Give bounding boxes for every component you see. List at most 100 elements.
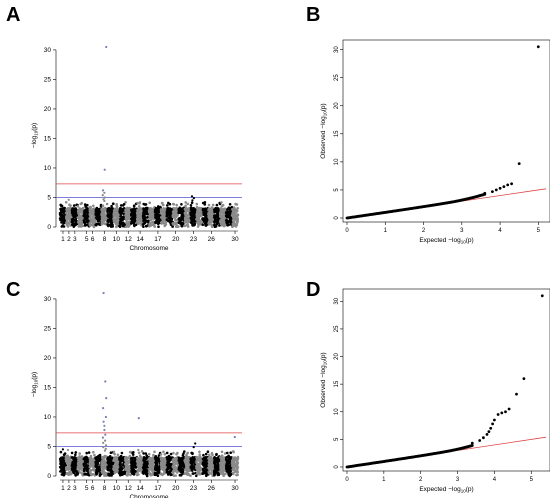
- peak-point: [104, 415, 107, 419]
- manhattan-point: [122, 202, 126, 206]
- manhattan-point: [229, 451, 232, 454]
- manhattan-point: [120, 451, 124, 455]
- manhattan-point: [222, 458, 226, 462]
- manhattan-point: [180, 218, 183, 221]
- manhattan-point: [210, 223, 213, 226]
- manhattan-point: [235, 470, 239, 473]
- manhattan-point: [183, 459, 186, 462]
- manhattan-point: [155, 219, 158, 222]
- x-tick-label: 14: [136, 485, 144, 492]
- manhattan-point: [190, 210, 193, 214]
- peak-point: [103, 428, 106, 432]
- manhattan-point: [197, 219, 201, 222]
- manhattan-point: [171, 223, 175, 226]
- manhattan-point: [131, 456, 135, 459]
- manhattan-point: [231, 214, 235, 218]
- manhattan-point: [101, 207, 105, 210]
- manhattan-point: [67, 461, 70, 464]
- manhattan-point: [91, 215, 95, 218]
- manhattan-point: [142, 225, 145, 228]
- peak-point: [137, 448, 140, 452]
- manhattan-point: [229, 467, 232, 470]
- manhattan-point: [174, 210, 178, 213]
- manhattan-point: [185, 466, 188, 470]
- manhattan-point: [232, 472, 235, 476]
- manhattan-point: [74, 473, 77, 477]
- manhattan-point: [187, 207, 190, 210]
- manhattan-point: [78, 218, 81, 221]
- peak-point: [61, 448, 64, 451]
- manhattan-point: [132, 219, 136, 222]
- manhattan-point: [85, 466, 89, 469]
- manhattan-point: [66, 221, 70, 225]
- x-tick-label: 3: [73, 485, 77, 492]
- y-tick-label: 30: [334, 46, 340, 53]
- manhattan-point: [231, 464, 234, 468]
- qq-tail-point: [491, 422, 494, 426]
- x-tick-label: 3: [456, 477, 460, 483]
- peak-point: [192, 197, 195, 200]
- manhattan-point: [142, 219, 145, 223]
- manhattan-point: [149, 221, 152, 225]
- manhattan-point: [77, 459, 80, 462]
- manhattan-point: [222, 461, 225, 464]
- manhattan-point: [235, 459, 239, 462]
- manhattan-point: [74, 453, 77, 457]
- manhattan-point: [119, 206, 122, 210]
- manhattan-point: [69, 215, 72, 218]
- manhattan-point: [208, 460, 211, 464]
- manhattan-point: [232, 206, 236, 209]
- manhattan-point: [226, 459, 230, 463]
- manhattan-point: [60, 467, 63, 471]
- manhattan-point: [137, 465, 140, 469]
- y-tick-label: 20: [44, 106, 52, 113]
- manhattan-point: [139, 461, 143, 465]
- manhattan-point: [172, 457, 176, 461]
- manhattan-point: [185, 218, 189, 221]
- manhattan-point: [220, 201, 223, 204]
- manhattan-point: [136, 208, 140, 212]
- manhattan-point: [112, 450, 116, 454]
- x-tick-label: 2: [67, 485, 71, 492]
- x-tick-label: 2: [419, 477, 423, 483]
- manhattan-point: [110, 204, 113, 208]
- manhattan-point: [204, 452, 208, 456]
- panel-d: D 0 5 10 15 20 25 30 Observed −log10(p) 0 1 2 3 4 5 Ex…: [275, 249, 550, 498]
- manhattan-point: [77, 462, 81, 465]
- y-tick-label: 5: [334, 188, 340, 192]
- manhattan-point: [85, 211, 88, 214]
- manhattan-point: [235, 219, 238, 223]
- manhattan-point: [128, 450, 132, 454]
- manhattan-point: [124, 462, 127, 465]
- manhattan-point: [172, 464, 176, 467]
- manhattan-point: [106, 467, 110, 471]
- manhattan-point: [195, 202, 199, 206]
- panel-b: B 0 5 10 15 20 25 30 Observed −log10(p) 0 1 2 3 4 5 Ex…: [275, 0, 550, 249]
- manhattan-point: [207, 203, 211, 207]
- manhattan-point: [226, 451, 229, 455]
- manhattan-point: [210, 472, 213, 475]
- manhattan-point: [105, 216, 108, 220]
- manhattan-point: [149, 209, 153, 213]
- manhattan-point: [109, 467, 113, 470]
- manhattan-point: [163, 224, 166, 228]
- manhattan-point: [232, 456, 236, 460]
- manhattan-point: [225, 221, 229, 224]
- manhattan-point: [76, 205, 80, 208]
- manhattan-point: [94, 216, 98, 219]
- y-tick-label: 5: [47, 443, 51, 450]
- x-tick-label: 0: [345, 477, 349, 483]
- manhattan-point: [91, 472, 95, 476]
- manhattan-point: [201, 223, 204, 226]
- x-tick-label: 6: [91, 485, 95, 492]
- manhattan-point: [156, 205, 160, 208]
- qq-tail-point: [522, 377, 526, 380]
- manhattan-point: [88, 463, 92, 466]
- manhattan-point: [148, 201, 151, 205]
- manhattan-point: [70, 219, 74, 222]
- manhattan-point: [69, 472, 72, 476]
- manhattan-point: [209, 465, 213, 468]
- peak-point: [102, 407, 105, 410]
- x-tick-label: 3: [460, 228, 464, 234]
- manhattan-point: [196, 456, 199, 460]
